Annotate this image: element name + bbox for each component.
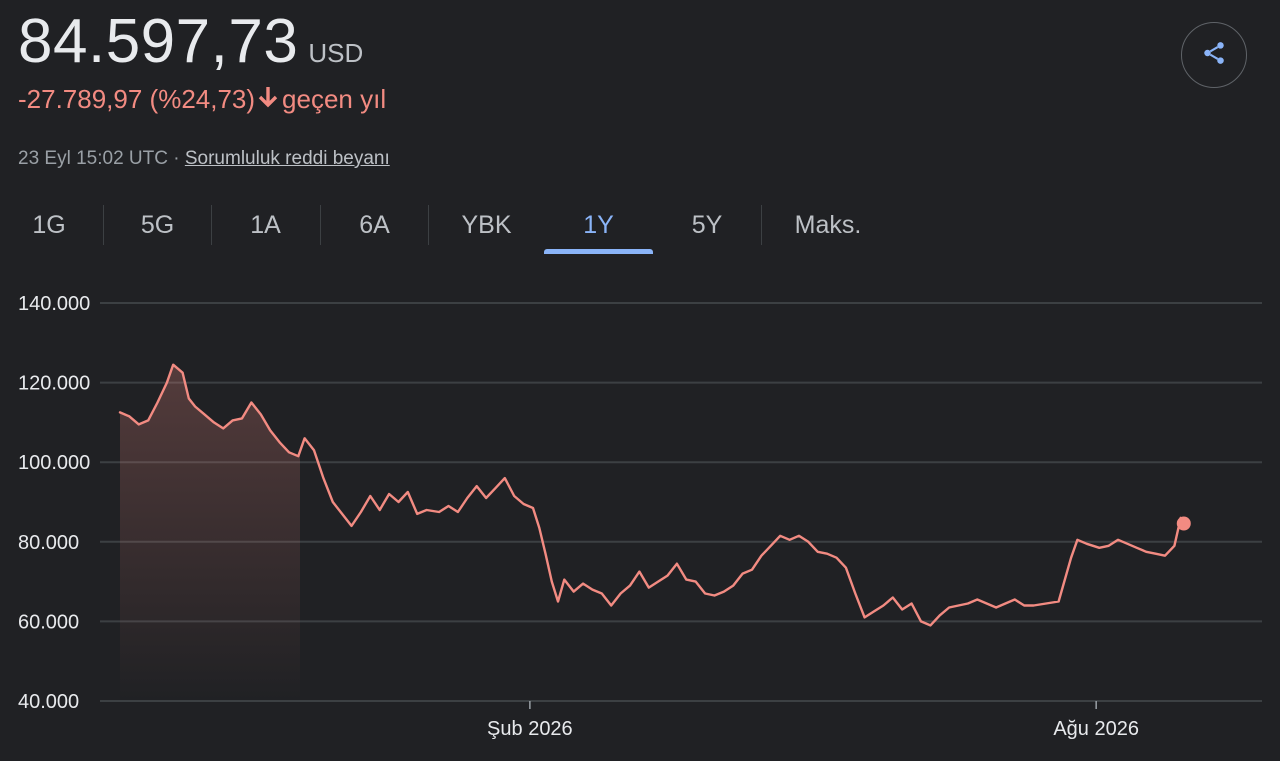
last-point-marker bbox=[1176, 516, 1191, 531]
tab-divider bbox=[320, 205, 321, 245]
tab-divider bbox=[211, 205, 212, 245]
change-period: geçen yıl bbox=[282, 84, 387, 114]
currency-label: USD bbox=[308, 38, 364, 68]
arrow-down-icon bbox=[258, 84, 278, 115]
x-tick-label: Ağu 2026 bbox=[1053, 718, 1139, 740]
tab-6a[interactable]: 6A bbox=[321, 196, 428, 254]
price-chart[interactable]: 140.000 120.000 100.000 80.000 60.000 40.000 Ş… bbox=[0, 270, 1280, 761]
tab-1a[interactable]: 1A bbox=[212, 196, 319, 254]
tab-ybk[interactable]: YBK bbox=[429, 196, 544, 254]
current-price: 84.597,73 bbox=[18, 7, 299, 76]
meta-row: 23 Eyl 15:02 UTC · Sorumluluk reddi beya… bbox=[18, 148, 390, 170]
y-tick-label: 140.000 bbox=[18, 293, 90, 315]
range-tabs: 1G 5G 1A 6A YBK 1Y 5Y Maks. bbox=[0, 196, 900, 254]
series-line bbox=[118, 363, 1185, 627]
tab-1y[interactable]: 1Y bbox=[544, 196, 653, 254]
series-area-fill bbox=[120, 364, 300, 701]
tab-max[interactable]: Maks. bbox=[762, 196, 894, 254]
disclaimer-link[interactable]: Sorumluluk reddi beyanı bbox=[184, 148, 390, 169]
tab-label: YBK bbox=[461, 210, 512, 239]
tab-label: 5Y bbox=[691, 210, 723, 239]
tab-divider bbox=[103, 205, 104, 245]
tab-label: 5G bbox=[140, 210, 175, 239]
tab-divider bbox=[761, 205, 762, 245]
y-tick-label: 100.000 bbox=[18, 452, 90, 474]
tab-divider bbox=[428, 205, 429, 245]
tab-label: 1A bbox=[250, 210, 281, 239]
active-tab-indicator bbox=[544, 249, 653, 254]
share-icon bbox=[1201, 40, 1227, 71]
tab-label: 1G bbox=[32, 210, 66, 239]
tab-5y[interactable]: 5Y bbox=[653, 196, 761, 254]
share-button[interactable] bbox=[1181, 22, 1247, 88]
separator: · bbox=[173, 148, 180, 169]
y-tick-label: 60.000 bbox=[18, 611, 79, 633]
tab-5g[interactable]: 5G bbox=[104, 196, 211, 254]
price-row: 84.597,73 USD bbox=[18, 6, 363, 78]
tab-label: Maks. bbox=[794, 210, 862, 239]
tab-label: 1Y bbox=[583, 210, 614, 239]
y-tick-label: 120.000 bbox=[18, 373, 90, 395]
tab-1g[interactable]: 1G bbox=[0, 196, 98, 254]
tab-label: 6A bbox=[359, 210, 390, 239]
timestamp: 23 Eyl 15:02 UTC bbox=[18, 148, 168, 169]
change-value: -27.789,97 (%24,73) bbox=[18, 84, 256, 114]
x-tick-label: Şub 2026 bbox=[487, 718, 573, 740]
y-tick-label: 80.000 bbox=[18, 532, 79, 554]
y-tick-label: 40.000 bbox=[18, 691, 79, 713]
price-change: -27.789,97 (%24,73) geçen yıl bbox=[18, 84, 386, 115]
